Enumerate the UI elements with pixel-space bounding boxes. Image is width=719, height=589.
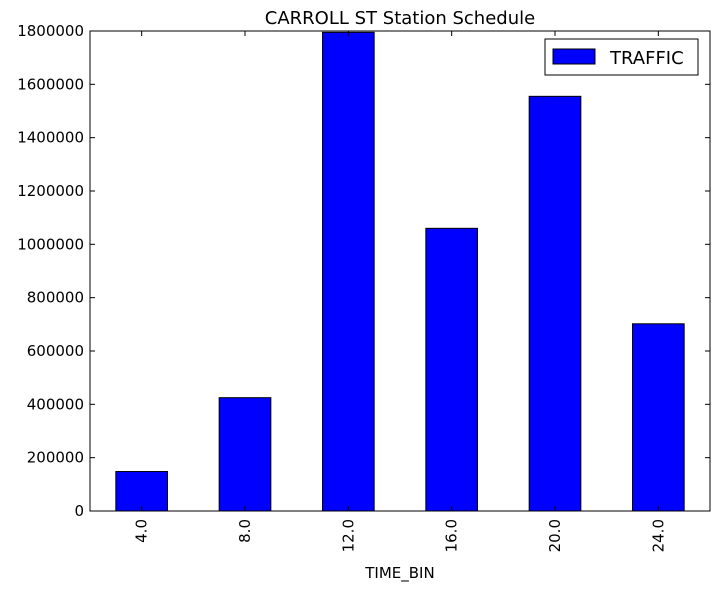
legend-label: TRAFFIC xyxy=(609,48,684,69)
x-tick-label: 4.0 xyxy=(133,519,151,543)
bar-12.0 xyxy=(322,31,375,512)
x-ticks: 4.0 8.0 12.0 16.0 20.0 24.0 xyxy=(133,31,667,552)
x-tick-label: 8.0 xyxy=(236,519,254,543)
bar-24.0 xyxy=(632,323,685,512)
y-tick-label: 400000 xyxy=(27,395,84,413)
x-tick-label: 20.0 xyxy=(546,519,564,552)
chart-title: CARROLL ST Station Schedule xyxy=(265,8,535,29)
bar-8.0 xyxy=(218,397,272,512)
bar-16.0 xyxy=(425,227,478,512)
plot-frame xyxy=(89,30,711,512)
x-tick-label: 24.0 xyxy=(649,519,667,552)
bar-20.0 xyxy=(528,95,582,512)
legend: TRAFFIC xyxy=(544,38,699,76)
y-tick-label: 1000000 xyxy=(17,235,84,253)
y-tick-label: 600000 xyxy=(27,342,84,360)
y-tick-label: 200000 xyxy=(27,449,84,467)
x-tick-label: 16.0 xyxy=(443,519,461,552)
y-tick-label: 1600000 xyxy=(17,75,84,93)
legend-swatch xyxy=(552,48,596,65)
x-axis-label: TIME_BIN xyxy=(364,564,434,583)
y-tick-label: 0 xyxy=(74,502,84,520)
bar-4.0 xyxy=(115,471,168,512)
y-tick-label: 1800000 xyxy=(17,22,84,40)
plot-area xyxy=(89,30,711,512)
x-tick-label: 12.0 xyxy=(339,519,357,552)
y-tick-label: 1400000 xyxy=(17,129,84,147)
y-tick-label: 1200000 xyxy=(17,182,84,200)
y-ticks: 0 200000 400000 600000 800000 1000000 1200000 1… xyxy=(17,22,710,520)
y-tick-label: 800000 xyxy=(27,289,84,307)
